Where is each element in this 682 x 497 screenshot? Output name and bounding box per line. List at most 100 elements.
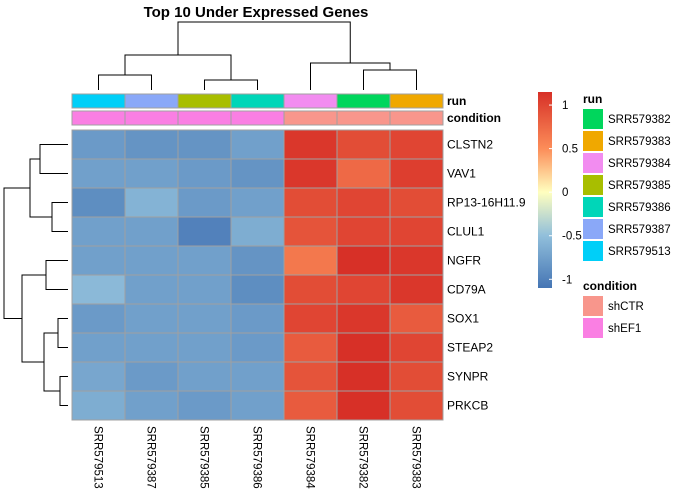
color-scale-bar (538, 92, 552, 288)
heatmap-cell (230, 274, 285, 305)
row-label: NGFR (447, 254, 481, 268)
heatmap-cell (177, 129, 232, 160)
heatmap-cell (124, 187, 179, 218)
heatmap-cell (389, 129, 444, 160)
heatmap-cell (71, 332, 126, 363)
row-label: RP13-16H11.9 (447, 196, 526, 210)
heatmap-cell (124, 245, 179, 276)
heatmap-cell (230, 187, 285, 218)
legend-label: SRR579383 (608, 136, 671, 148)
heatmap-cell (71, 361, 126, 392)
heatmap-cell (124, 390, 179, 421)
annotation-legends: run SRR579382 SRR579383 SRR579384 SRR579385 S… (583, 92, 671, 338)
heatmap-cell (177, 187, 232, 218)
color-scale-tick-label: 0 (562, 187, 568, 199)
legend-swatch (583, 131, 603, 151)
heatmap-cell (336, 245, 391, 276)
heatmap-cell (177, 274, 232, 305)
legend-label: shCTR (608, 301, 644, 313)
heatmap-cell (283, 187, 338, 218)
heatmap-cell (124, 158, 179, 189)
heatmap-cell (177, 158, 232, 189)
heatmap-cell (177, 216, 232, 247)
heatmap-cell (336, 332, 391, 363)
dendrogram-branch (363, 69, 417, 90)
legend-label: SRR579382 (608, 114, 671, 126)
legend-label: shEF1 (608, 323, 641, 335)
heatmap-cell (389, 303, 444, 334)
heatmap-cell (71, 274, 126, 305)
heatmap-cell (230, 216, 285, 247)
row-label: CD79A (447, 283, 486, 297)
annotation-cell (389, 110, 444, 126)
dendrogram-branch (45, 260, 68, 290)
heatmap-cell (124, 332, 179, 363)
column-label: SRR579383 (410, 426, 422, 489)
annotation-cell (230, 93, 285, 109)
heatmap-cells (71, 129, 444, 421)
heatmap-cell (283, 303, 338, 334)
heatmap-cell (389, 216, 444, 247)
heatmap-cell (230, 361, 285, 392)
color-scale-tick-label: 1 (562, 100, 568, 112)
heatmap-cell (124, 216, 179, 247)
legend-swatch (583, 219, 603, 239)
heatmap-cell (283, 361, 338, 392)
annotation-cell (71, 93, 126, 109)
heatmap-cell (283, 274, 338, 305)
heatmap-cell (283, 216, 338, 247)
heatmap-cell (336, 274, 391, 305)
heatmap-cell (389, 158, 444, 189)
legend-label: SRR579513 (608, 246, 671, 258)
heatmap-cell (177, 361, 232, 392)
chart-title: Top 10 Under Expressed Genes (144, 4, 369, 21)
heatmap-cell (336, 390, 391, 421)
annotation-row-label: condition (447, 111, 501, 125)
heatmap-cell (283, 245, 338, 276)
heatmap-cell (71, 158, 126, 189)
annotation-cell (283, 110, 338, 126)
column-labels: SRR579513 SRR579387 SRR579385 SRR579386 SRR5… (92, 426, 422, 489)
color-scale-tick-label: 0.5 (562, 144, 578, 156)
heatmap-cell (389, 187, 444, 218)
legend-title: condition (583, 279, 637, 293)
heatmap-cell (389, 361, 444, 392)
heatmap-cell (124, 303, 179, 334)
annotation-cell (177, 110, 232, 126)
dendrogram-branch (39, 144, 68, 174)
heatmap-cell (124, 361, 179, 392)
heatmap-cell (124, 129, 179, 160)
heatmap-cell (230, 129, 285, 160)
heatmap-cell (71, 303, 126, 334)
row-label: SOX1 (447, 312, 479, 326)
column-label: SRR579382 (357, 426, 369, 489)
heatmap-cell (177, 245, 232, 276)
legend-swatch (583, 296, 603, 316)
heatmap-cell (71, 129, 126, 160)
annotation-cell (177, 93, 232, 109)
heatmap-cell (230, 332, 285, 363)
column-dendrogram (98, 21, 417, 90)
dendrogram-branch (59, 376, 68, 406)
heatmap-cell (283, 129, 338, 160)
dendrogram-branch (57, 318, 68, 348)
legend-swatch (583, 197, 603, 217)
heatmap-cell (71, 187, 126, 218)
heatmap-cell (336, 216, 391, 247)
heatmap-cell (283, 158, 338, 189)
row-label: STEAP2 (447, 341, 493, 355)
heatmap-cell (336, 187, 391, 218)
heatmap-cell (389, 390, 444, 421)
annotation-cell (71, 110, 126, 126)
annotation-cell (230, 110, 285, 126)
heatmap-cell (230, 158, 285, 189)
heatmap-cell (336, 158, 391, 189)
heatmap-cell (71, 390, 126, 421)
column-label: SRR579513 (92, 426, 104, 489)
dendrogram-branch (310, 62, 391, 90)
heatmap-cell (336, 129, 391, 160)
legend-swatch (583, 109, 603, 129)
column-label: SRR579385 (198, 426, 210, 489)
heatmap-cell (177, 390, 232, 421)
dendrogram-branch (177, 21, 351, 63)
